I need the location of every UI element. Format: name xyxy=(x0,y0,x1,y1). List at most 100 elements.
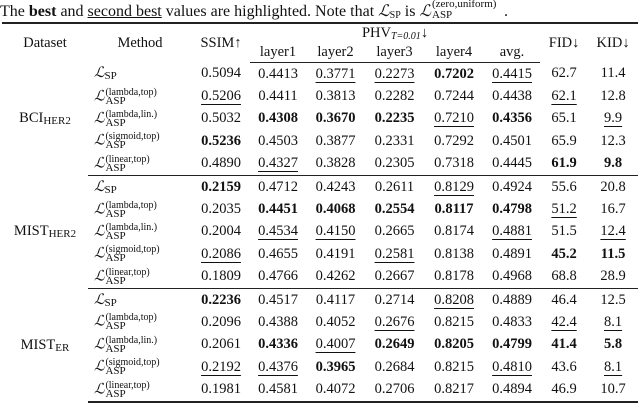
cell-layer3: 0.2665 xyxy=(365,221,424,243)
cell-kid: 5.8 xyxy=(588,334,638,356)
loss-scripts: (sigmoid,top) ASP xyxy=(105,357,160,377)
cell-value: 0.2236 xyxy=(201,291,241,308)
cell-layer3: 0.2581 xyxy=(365,243,424,265)
cell-value: 20.8 xyxy=(600,178,626,195)
cell-avg: 0.4415 xyxy=(484,63,540,86)
cell-value: 0.4068 xyxy=(315,201,356,218)
cell-ssim: 0.1981 xyxy=(192,378,250,403)
cell-value: 12.4 xyxy=(600,223,626,240)
cell-value: 0.2273 xyxy=(374,65,415,82)
cell-value: 0.3813 xyxy=(315,88,356,105)
loss-superscript: (linear,top) xyxy=(105,153,150,165)
cell-value: 46.9 xyxy=(551,381,577,398)
cell-value: 5.8 xyxy=(604,336,623,353)
loss-scripts: (zero,uniform) ASP xyxy=(432,0,504,21)
loss-symbol: ℒ xyxy=(94,223,105,240)
cell-fid: 46.4 xyxy=(540,288,588,311)
cell-layer4: 0.7244 xyxy=(424,85,484,107)
loss-subscript: ASP xyxy=(105,252,126,265)
dataset-block: MISTHER2 ℒSP 0.2159 0.4712 0.4243 0.2611 0.812… xyxy=(2,175,639,289)
cell-layer3: 0.2649 xyxy=(365,334,424,356)
cell-value: 0.4534 xyxy=(258,223,298,240)
cell-kid: 12.3 xyxy=(588,130,638,152)
cell-fid: 55.6 xyxy=(540,175,588,198)
cell-value: 0.4655 xyxy=(258,245,298,262)
cell-value: 0.4356 xyxy=(492,110,532,127)
cell-fid: 62.1 xyxy=(540,85,588,107)
table-row: ℒ (sigmoid,top) ASP 0.2192 0.4376 0.3965 0.268… xyxy=(2,356,638,378)
cell-avg: 0.4924 xyxy=(484,175,540,198)
down-arrow-icon: ↓ xyxy=(420,25,429,41)
header-avg: avg. xyxy=(484,43,541,63)
cell-layer3: 0.2305 xyxy=(365,152,424,176)
cell-value: 11.5 xyxy=(600,245,626,262)
cell-layer4: 0.8129 xyxy=(424,175,484,198)
cell-value: 0.2706 xyxy=(374,381,415,398)
table-row: ℒ (sigmoid,top) ASP 0.2086 0.4655 0.4191 0.258… xyxy=(2,243,638,265)
cell-avg: 0.4833 xyxy=(484,311,540,333)
method-name: ℒ (lambda,lin.) ASP xyxy=(88,221,192,243)
cell-value: 0.2004 xyxy=(201,223,241,240)
loss-subscript: ASP xyxy=(105,116,126,129)
cell-ssim: 0.4890 xyxy=(192,152,250,176)
cell-fid: 65.1 xyxy=(540,108,588,130)
cell-value: 0.7202 xyxy=(434,65,474,82)
loss-symbol: ℒ xyxy=(94,65,105,82)
cell-layer4: 0.8174 xyxy=(424,221,484,243)
cell-layer3: 0.2554 xyxy=(365,198,424,220)
cell-kid: 8.1 xyxy=(588,311,638,333)
cell-value: 0.7244 xyxy=(434,88,474,105)
cell-kid: 16.7 xyxy=(588,198,638,220)
cell-avg: 0.4356 xyxy=(484,108,540,130)
loss-scripts: (sigmoid,top) ASP xyxy=(105,245,159,265)
cell-avg: 0.4798 xyxy=(484,198,540,220)
cell-layer3: 0.2676 xyxy=(365,311,424,333)
cell-value: 51.5 xyxy=(551,223,577,240)
loss-superscript: (sigmoid,top) xyxy=(105,357,160,369)
loss-scripts: (lambda,lin.) ASP xyxy=(105,334,158,354)
cell-layer4: 0.7202 xyxy=(424,63,484,86)
cell-value: 28.9 xyxy=(600,268,626,285)
cell-layer2: 0.4072 xyxy=(306,378,365,403)
loss-subscript: SP xyxy=(104,183,117,196)
cell-value: 8.1 xyxy=(604,358,623,375)
cell-layer2: 0.4243 xyxy=(306,175,365,198)
cell-value: 43.6 xyxy=(551,358,577,375)
cell-value: 55.6 xyxy=(551,178,577,195)
cell-value: 0.2035 xyxy=(201,201,241,218)
cell-value: 0.5236 xyxy=(201,132,241,149)
loss-scripts: (lambda,top) ASP xyxy=(105,200,156,219)
loss-superscript: (linear,top) xyxy=(105,379,150,391)
cell-kid: 12.5 xyxy=(588,288,638,311)
cell-fid: 65.9 xyxy=(540,130,588,152)
cell-layer2: 0.3828 xyxy=(306,152,365,176)
cell-value: 0.5032 xyxy=(201,110,241,127)
cell-value: 0.8138 xyxy=(434,245,474,262)
cell-value: 0.8174 xyxy=(434,223,474,240)
loss-superscript: (lambda,lin.) xyxy=(105,334,158,346)
loss-scripts: (linear,top) ASP xyxy=(105,267,149,286)
cell-value: 46.4 xyxy=(551,291,577,308)
cell-ssim: 0.2159 xyxy=(192,175,250,198)
dataset-name: BCIHER2 xyxy=(2,63,88,176)
cell-layer4: 0.8178 xyxy=(424,265,484,289)
caption-text: values are highlighted. Note that xyxy=(161,3,379,20)
method-name: ℒ (linear,top) ASP xyxy=(88,378,192,403)
dataset-name: MISTER xyxy=(2,288,88,401)
cell-value: 0.3670 xyxy=(315,110,356,127)
cell-value: 68.8 xyxy=(551,268,577,285)
cell-value: 0.8205 xyxy=(434,336,474,353)
cell-avg: 0.4889 xyxy=(484,288,540,311)
header-ssim: SSIM↑ xyxy=(192,22,250,63)
cell-value: 0.4890 xyxy=(201,155,241,172)
loss-scripts: (lambda,top) ASP xyxy=(105,313,156,332)
loss-subscript: ASP xyxy=(105,161,126,174)
cell-value: 0.2096 xyxy=(201,313,241,330)
cell-value: 0.4308 xyxy=(258,110,298,127)
cell-value: 0.5206 xyxy=(201,88,241,105)
cell-layer3: 0.2714 xyxy=(365,288,424,311)
cell-value: 0.7210 xyxy=(434,110,474,127)
cell-avg: 0.4810 xyxy=(484,356,540,378)
cell-kid: 11.5 xyxy=(588,243,638,265)
cell-value: 0.2676 xyxy=(374,313,415,330)
